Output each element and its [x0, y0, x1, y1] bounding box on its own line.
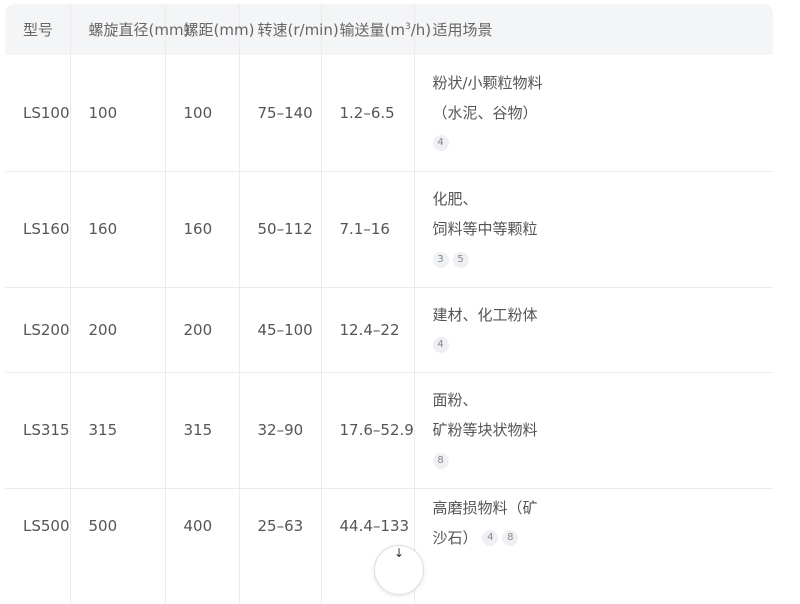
scroll-down-button[interactable]: ↓ — [374, 545, 424, 595]
header-capacity: 输送量(m3/h) — [321, 4, 431, 55]
table-row: LS200 200 200 45–100 12.4–22 建材、化工粉体 4 — [5, 287, 773, 373]
cell-scene: 面粉、矿粉等块状物料 8 — [414, 372, 773, 489]
cell-scene: 化肥、饲料等中等颗粒 3 5 — [414, 171, 773, 288]
cell-capacity: 7.1–16 — [321, 171, 415, 288]
header-diameter: 螺旋直径(mm) — [70, 4, 189, 55]
cell-pitch: 200 — [165, 287, 240, 373]
cell-model: LS100 — [5, 55, 71, 172]
cell-model: LS500 — [5, 488, 71, 604]
header-capacity-unit: /h) — [410, 21, 432, 39]
cell-speed: 32–90 — [239, 372, 322, 489]
header-capacity-sup: 3 — [404, 22, 411, 32]
cell-pitch: 100 — [165, 55, 240, 172]
header-pitch: 螺距(mm) — [165, 4, 254, 55]
cell-capacity: 17.6–52.9 — [321, 372, 415, 489]
scene-text: 饲料等中等颗粒 — [432, 220, 538, 238]
header-speed: 转速(r/min) — [239, 4, 339, 55]
cell-diameter: 315 — [70, 372, 166, 489]
cell-diameter: 100 — [70, 55, 166, 172]
scene-text: 建材、化工粉体 — [432, 305, 538, 324]
scene-text: （水泥、谷物） — [432, 103, 538, 122]
cell-model: LS315 — [5, 372, 71, 489]
arrow-down-icon: ↓ — [393, 546, 405, 560]
citation-badge[interactable]: 4 — [432, 337, 449, 353]
citation-badge[interactable]: 8 — [432, 452, 449, 469]
scene-text: 矿粉等块状物料 — [432, 421, 538, 439]
citation-badge[interactable]: 3 — [432, 251, 449, 268]
scene-text: 沙石） — [432, 528, 478, 547]
header-model: 型号 — [5, 4, 71, 55]
cell-pitch: 315 — [165, 372, 240, 489]
scene-text: 面粉、 — [432, 391, 478, 409]
cell-pitch: 400 — [165, 488, 240, 604]
scene-text: 高磨损物料（矿 — [432, 498, 538, 517]
cell-diameter: 500 — [70, 488, 166, 604]
cell-model: LS200 — [5, 287, 71, 373]
table-row: LS100 100 100 75–140 1.2–6.5 粉状/小颗粒物料 （水泥、谷物） 4 — [5, 55, 773, 172]
table-container: 型号 螺旋直径(mm) 螺距(mm) 转速(r/min) 输送量(m3/h) 适… — [5, 4, 773, 604]
cell-model: LS160 — [5, 171, 71, 288]
scene-text: 化肥、 — [432, 190, 478, 208]
cell-scene: 建材、化工粉体 4 — [414, 287, 773, 373]
citation-badge[interactable]: 8 — [502, 530, 519, 546]
cell-pitch: 160 — [165, 171, 240, 288]
citation-badge[interactable]: 4 — [432, 135, 449, 152]
cell-speed: 50–112 — [239, 171, 322, 288]
table-row: LS315 315 315 32–90 17.6–52.9 面粉、 矿粉等块状物料 8 — [5, 372, 773, 489]
cell-speed: 75–140 — [239, 55, 322, 172]
header-scene: 适用场景 — [414, 4, 773, 55]
citation-badge[interactable]: 5 — [452, 251, 469, 268]
cell-diameter: 160 — [70, 171, 166, 288]
cell-speed: 45–100 — [239, 287, 322, 373]
spec-table: 型号 螺旋直径(mm) 螺距(mm) 转速(r/min) 输送量(m3/h) 适… — [5, 4, 773, 604]
citation-badge[interactable]: 4 — [482, 530, 499, 546]
cell-speed: 25–63 — [239, 488, 322, 604]
header-capacity-text: 输送量(m — [339, 21, 405, 39]
scene-text: 粉状/小颗粒物料 — [432, 73, 543, 92]
cell-capacity: 12.4–22 — [321, 287, 415, 373]
cell-capacity: 1.2–6.5 — [321, 55, 415, 172]
table-row: LS160 160 160 50–112 7.1–16 化肥、 饲料等中等颗粒 3 5 — [5, 171, 773, 288]
header-row: 型号 螺旋直径(mm) 螺距(mm) 转速(r/min) 输送量(m3/h) 适… — [5, 4, 773, 55]
cell-diameter: 200 — [70, 287, 166, 373]
cell-scene: 粉状/小颗粒物料 （水泥、谷物） 4 — [414, 55, 773, 172]
